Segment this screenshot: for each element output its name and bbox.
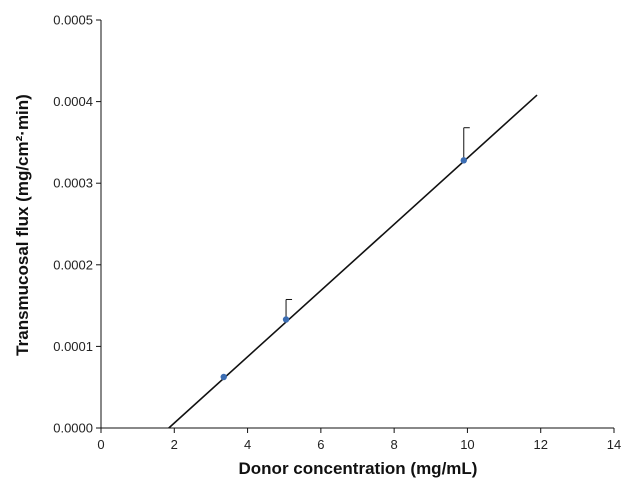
y-tick-label: 0.0003 — [53, 176, 93, 191]
error-bars — [285, 127, 470, 320]
x-tick-label: 10 — [460, 437, 474, 452]
x-tick-label: 4 — [244, 437, 251, 452]
x-tick-label: 12 — [533, 437, 547, 452]
y-tick-label: 0.0005 — [53, 13, 93, 28]
y-ticks: 0.0000 0.0001 0.0002 0.0003 0.0004 0.0005 — [53, 13, 101, 436]
data-point — [220, 373, 227, 381]
x-tick-label: 6 — [317, 437, 324, 452]
y-tick-label: 0.0001 — [53, 339, 93, 354]
y-tick-label: 0.0002 — [53, 257, 93, 272]
x-tick-label: 0 — [97, 437, 104, 452]
data-point — [282, 316, 290, 323]
fit-line — [168, 94, 538, 429]
y-tick-label: 0.0000 — [53, 421, 93, 436]
x-tick-label: 2 — [171, 437, 178, 452]
data-points — [220, 157, 467, 381]
x-tick-label: 8 — [391, 437, 398, 452]
x-ticks: 0 2 4 6 8 10 12 14 — [97, 428, 621, 452]
data-point — [460, 157, 467, 164]
axes — [100, 20, 614, 429]
y-tick-label: 0.0004 — [53, 94, 93, 109]
fit-line-group — [168, 94, 538, 429]
x-axis-title: Donor concentration (mg/mL) — [239, 459, 478, 478]
x-tick-label: 14 — [607, 437, 621, 452]
y-axis-title: Transmucosal flux (mg/cm²·min) — [13, 94, 32, 356]
